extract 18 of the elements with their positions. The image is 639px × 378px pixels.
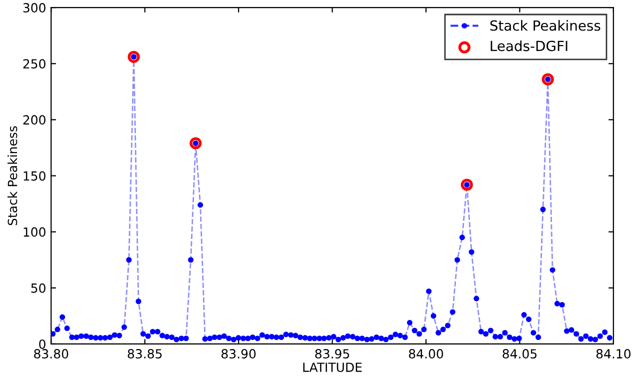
y-tick-label: 200: [23, 115, 46, 125]
x-tick-label: 83.90: [222, 349, 256, 359]
x-axis-title: LATITUDE: [303, 362, 362, 372]
x-tick-label: 83.95: [315, 349, 350, 359]
x-tick-label: 84.10: [596, 349, 631, 359]
y-axis-title: Stack Peakiness: [8, 126, 18, 226]
legend-label: Stack Peakiness: [490, 20, 600, 31]
y-tick-label: 300: [23, 3, 46, 12]
x-tick-label: 84.05: [502, 349, 537, 359]
x-tick-label: 84.00: [408, 349, 444, 359]
y-tick-label: 50: [31, 283, 46, 293]
x-tick-label: 83.80: [34, 349, 68, 359]
y-tick-label: 100: [24, 227, 46, 237]
y-tick-label: 250: [23, 59, 46, 69]
y-tick-label: 0: [39, 339, 46, 349]
y-tick-label: 150: [24, 171, 46, 181]
legend-label: Leads-DGFI: [490, 40, 568, 52]
x-tick-label: 83.85: [128, 349, 162, 359]
